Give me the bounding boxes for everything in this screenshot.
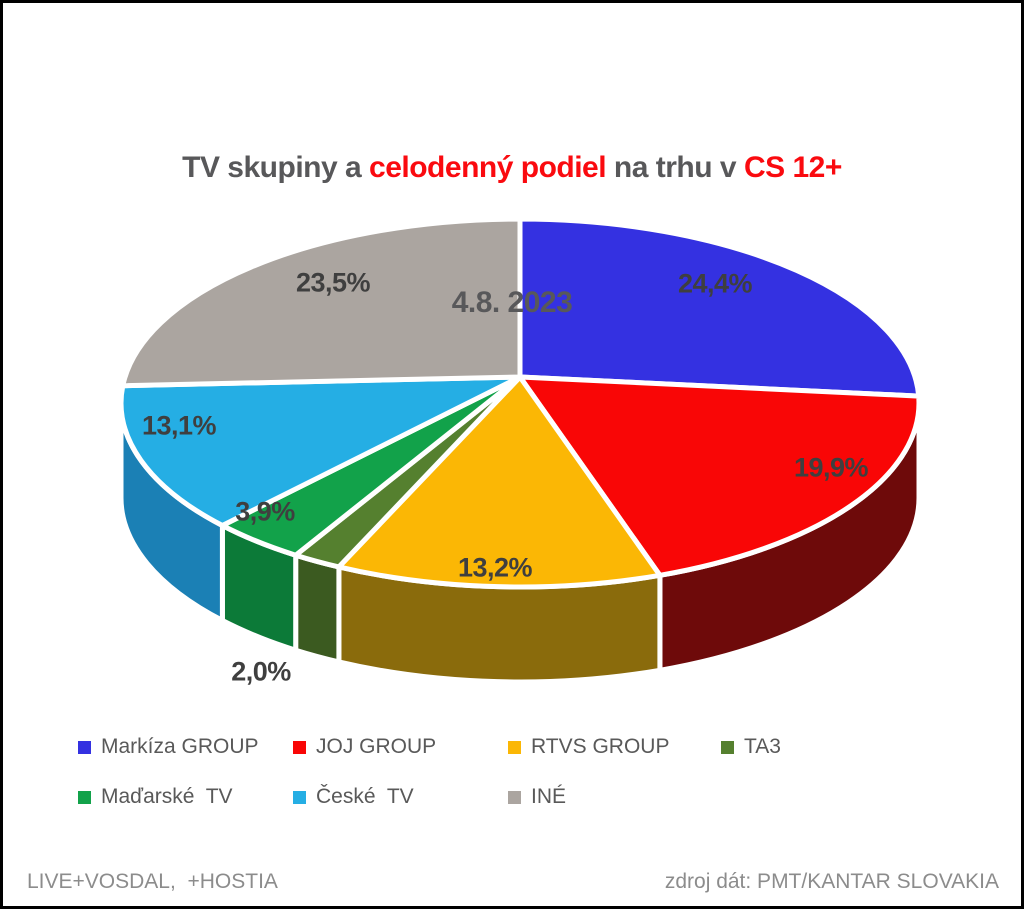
slice-label-ta3: 2,0% [231, 656, 291, 687]
legend-label: České TV [316, 785, 414, 808]
pie-slice-in [120, 216, 523, 389]
pie-chart [118, 216, 922, 685]
legend-item-esk-tv: České TV [293, 785, 508, 809]
legend-label: Maďarské TV [101, 785, 233, 808]
legend-item-ma-arsk-tv: Maďarské TV [78, 785, 293, 809]
pie-slice-joj-group [517, 374, 922, 578]
chart-title-block: TV skupiny a celodenný podiel na trhu v … [3, 55, 1021, 415]
legend-swatch [721, 740, 734, 754]
legend-swatch [293, 790, 306, 804]
legend-label: JOJ GROUP [316, 735, 437, 758]
slice-label-in: 23,5% [295, 267, 371, 298]
slice-label-mark-za-group: 24,4% [677, 268, 753, 299]
chart-subtitle-date: 4.8. 2023 [451, 286, 573, 319]
slice-label-joj-group: 19,9% [793, 452, 869, 483]
legend-swatch [78, 740, 91, 754]
legend-swatch [508, 790, 521, 804]
slice-label-rtvs-group: 13,2% [457, 552, 533, 583]
chart-title: TV skupiny a celodenný podiel na trhu v … [3, 145, 1021, 190]
legend-swatch [78, 790, 91, 804]
legend-label: Markíza GROUP [101, 735, 259, 758]
legend-swatch [508, 740, 521, 754]
legend-item-rtvs-group: RTVS GROUP [508, 735, 721, 759]
legend-swatch [293, 740, 306, 754]
legend-label: TA3 [744, 735, 781, 758]
footer-source: zdroj dát: PMT/KANTAR SLOVAKIA [664, 870, 999, 893]
pie-slice-mark-za-group [517, 216, 922, 399]
slice-label-ma-arsk-tv: 3,9% [235, 496, 295, 527]
title-segment: celodenný podiel [369, 151, 607, 184]
legend-item-in: INÉ [508, 785, 721, 809]
legend-item-joj-group: JOJ GROUP [293, 735, 508, 759]
title-segment: na trhu v [606, 151, 744, 184]
title-segment: TV skupiny a [182, 151, 370, 184]
pie-slice-side-ta3 [293, 552, 342, 665]
legend-item-mark-za-group: Markíza GROUP [78, 735, 293, 759]
slice-label-esk-tv: 13,1% [141, 410, 217, 441]
pie-slice-rtvs-group [336, 374, 663, 590]
legend-label: INÉ [531, 785, 567, 808]
legend-label: RTVS GROUP [531, 735, 670, 758]
legend: Markíza GROUP JOJ GROUP RTVS GROUP TA3 Maďar… [78, 722, 998, 822]
footer-note: LIVE+VOSDAL, +HOSTIA [27, 870, 278, 893]
pie-slice-esk-tv [118, 374, 523, 528]
footer: LIVE+VOSDAL, +HOSTIA zdroj dát: PMT/KANT… [27, 870, 999, 894]
title-segment: CS 12+ [743, 151, 842, 184]
legend-item-ta3: TA3 [721, 735, 998, 759]
